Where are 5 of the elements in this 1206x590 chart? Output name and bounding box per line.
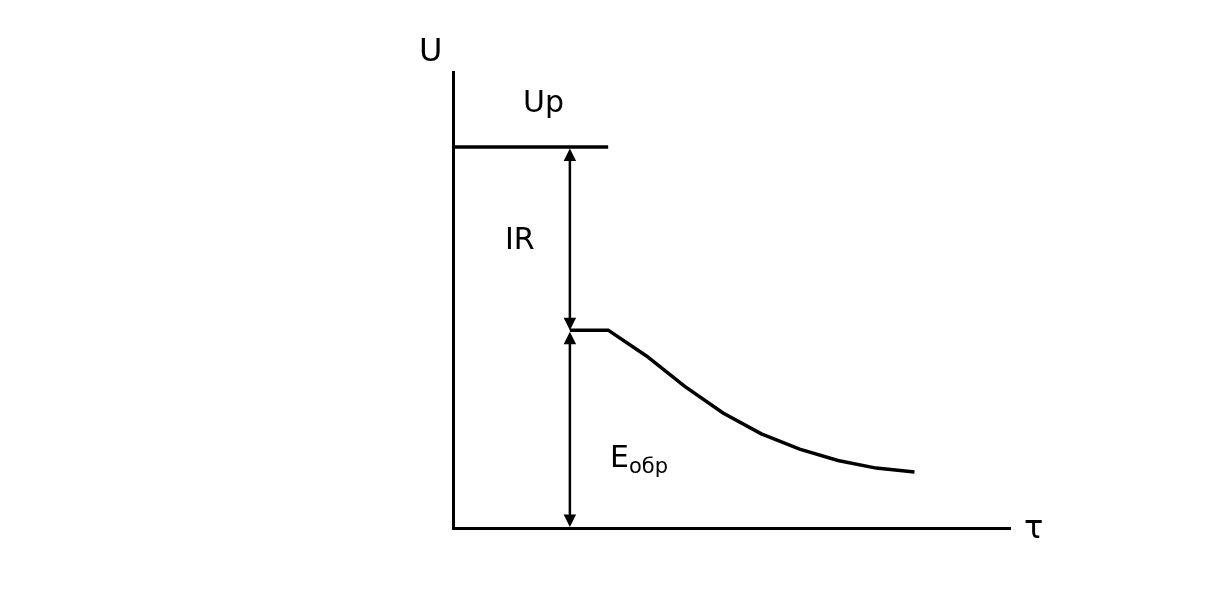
y-axis-title: U [419,31,443,69]
annotation: Uр [523,84,565,119]
annotation: IR [505,221,535,256]
x-axis-title: τ [1024,508,1044,546]
annotation: E$_{обр}$ [610,439,669,479]
